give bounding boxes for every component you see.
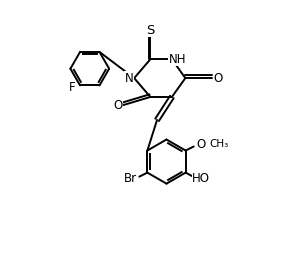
Text: Br: Br: [124, 172, 137, 185]
Text: F: F: [69, 81, 76, 94]
Text: O: O: [214, 72, 223, 85]
Text: HO: HO: [192, 172, 210, 185]
Text: O: O: [197, 138, 206, 151]
Text: NH: NH: [169, 53, 187, 66]
Text: CH₃: CH₃: [210, 139, 229, 149]
Text: O: O: [113, 98, 122, 112]
Text: S: S: [146, 24, 155, 37]
Text: N: N: [125, 72, 134, 85]
